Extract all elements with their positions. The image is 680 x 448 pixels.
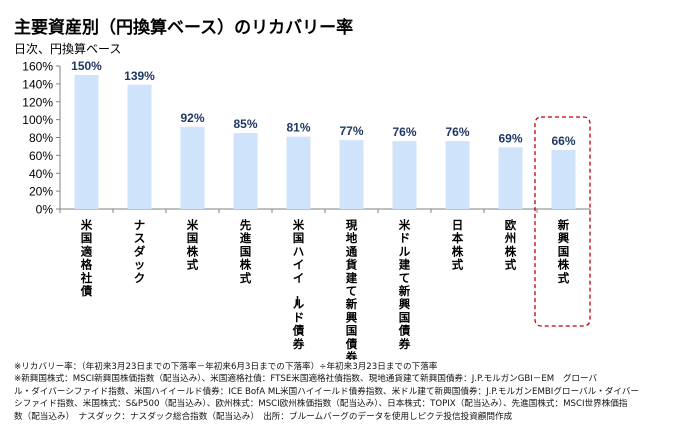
bar bbox=[74, 74, 99, 209]
category-label: 欧州株式 bbox=[504, 218, 517, 272]
category-labels: 米国適格社債 ナスダック 米国株式 先進国株式 米国ハイイールド債券 現地通貨建て新興国債… bbox=[80, 218, 570, 360]
y-tick-label: 20% bbox=[29, 185, 53, 199]
footnote-line: ※リカバリー率：（年初来3月23日までの下落率－年初来6月3日までの下落率）÷年… bbox=[14, 362, 438, 372]
chart-title: 主要資産別（円換算ベース）のリカバリー率 bbox=[14, 18, 354, 38]
y-tick-label: 60% bbox=[29, 149, 53, 163]
data-label: 139% bbox=[124, 69, 155, 83]
footnotes: ※リカバリー率：（年初来3月23日までの下落率－年初来6月3日までの下落率）÷年… bbox=[14, 361, 674, 423]
bar-chart: 0% 20% 40% 60% 80% 100% 120% 140% 160% 150% 139% 9… bbox=[22, 59, 591, 360]
bar bbox=[392, 141, 417, 209]
data-label: 85% bbox=[233, 117, 257, 131]
y-tick-label: 160% bbox=[22, 60, 53, 74]
category-label: 米国適格社債 bbox=[80, 218, 93, 298]
category-label: 日本株式 bbox=[452, 218, 464, 272]
y-tick-label: 80% bbox=[29, 131, 53, 145]
y-axis: 0% 20% 40% 60% 80% 100% 120% 140% 160% bbox=[22, 60, 61, 217]
footnote-line: ル・ダイバーシファイド指数、米国ハイイールド債券：ICE BofA ML米国ハイ… bbox=[14, 386, 640, 397]
data-label: 77% bbox=[339, 124, 363, 138]
data-label: 76% bbox=[392, 125, 416, 139]
category-label: 新興国株式 bbox=[558, 218, 570, 285]
bar bbox=[445, 141, 470, 209]
category-label: 米ドル建て新興国債券 bbox=[398, 218, 411, 351]
bar bbox=[551, 150, 576, 209]
y-tick-label: 120% bbox=[22, 95, 53, 109]
category-label: 現地通貨建て新興国債券 bbox=[345, 218, 358, 360]
chart-subtitle: 日次、円換算ベース bbox=[14, 42, 122, 56]
highlight-dashed-border bbox=[534, 116, 591, 327]
category-label: 米国株式 bbox=[186, 218, 199, 272]
bar bbox=[127, 84, 152, 209]
data-label: 150% bbox=[71, 59, 102, 73]
data-label: 66% bbox=[551, 134, 575, 148]
y-tick-label: 40% bbox=[29, 167, 53, 181]
bar bbox=[286, 136, 311, 209]
data-label: 92% bbox=[180, 111, 204, 125]
y-tick-label: 100% bbox=[22, 113, 53, 127]
y-tick-label: 140% bbox=[22, 77, 53, 91]
data-label: 69% bbox=[498, 131, 522, 145]
footnote-line: ※新興国株式：MSCI新興国株価指数（配当込み）、米国適格社債：FTSE米国適格… bbox=[14, 374, 598, 385]
category-label: 先進国株式 bbox=[240, 218, 252, 285]
bar bbox=[233, 133, 258, 209]
data-label: 81% bbox=[286, 121, 310, 135]
footnote-line: シファイド指数、米国株式：S&P500（配当込み）、欧州株式：MSCI欧州株価指… bbox=[14, 399, 628, 410]
data-label: 76% bbox=[445, 125, 469, 139]
y-tick-label: 0% bbox=[36, 203, 54, 217]
footnote-line: 数（配当込み） ナスダック：ナスダック総合指数（配当込み） 出所：ブルームバーグ… bbox=[14, 411, 513, 422]
category-label: 米国ハイイールド債券 bbox=[290, 218, 305, 351]
highlight-box bbox=[534, 116, 591, 327]
bar bbox=[180, 126, 205, 209]
x-axis bbox=[59, 208, 591, 213]
bar bbox=[339, 140, 364, 209]
category-label: ナスダック bbox=[134, 218, 146, 285]
data-labels: 150% 139% 92% 85% 81% 77% 76% 76% 69% 66% bbox=[71, 59, 576, 148]
bar bbox=[498, 147, 523, 209]
bars bbox=[74, 74, 576, 209]
